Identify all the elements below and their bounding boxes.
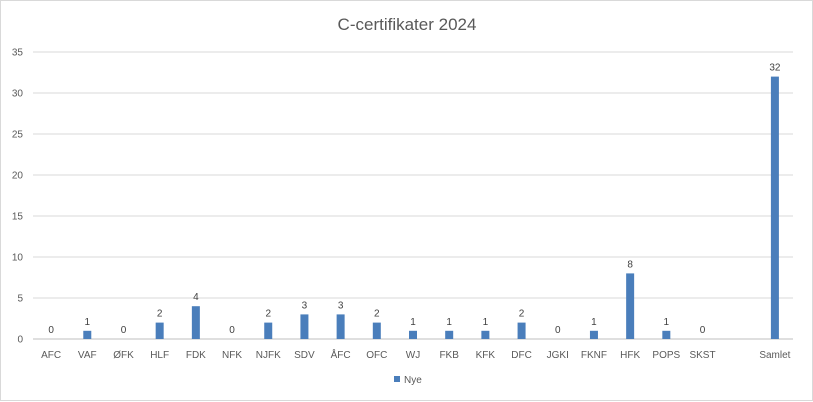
y-tick-label: 0	[17, 335, 23, 346]
bar	[300, 314, 309, 339]
bars	[83, 76, 779, 339]
gridlines	[33, 51, 793, 340]
bar	[517, 322, 526, 339]
data-label: 1	[664, 317, 670, 328]
bar	[481, 330, 490, 339]
data-label: 2	[157, 309, 163, 320]
data-label: 0	[555, 325, 561, 336]
bar	[662, 330, 671, 339]
y-tick-label: 10	[12, 253, 24, 264]
x-tick-label: WJ	[406, 350, 420, 361]
bar	[336, 314, 345, 339]
bar	[445, 330, 454, 339]
data-label: 1	[446, 317, 452, 328]
bar	[372, 322, 381, 339]
y-axis: 0 5 10 15 20 25 30 35	[12, 48, 24, 346]
bar	[264, 322, 273, 339]
legend: Nye	[394, 375, 422, 386]
data-label: 1	[85, 317, 91, 328]
y-tick-label: 25	[12, 130, 24, 141]
y-tick-label: 15	[12, 212, 24, 223]
data-label: 0	[121, 325, 127, 336]
data-label: 2	[519, 309, 525, 320]
data-label: 0	[48, 325, 54, 336]
data-label: 2	[374, 309, 380, 320]
bar	[83, 330, 92, 339]
x-tick-label: NJFK	[256, 350, 281, 361]
x-tick-label: ÅFC	[331, 348, 351, 361]
x-tick-label: POPS	[652, 350, 680, 361]
data-label: 1	[483, 317, 489, 328]
bar	[191, 306, 200, 339]
x-axis: AFC VAF ØFK HLF FDK NFK NJFK SDV ÅFC OFC WJ FKB KFK D…	[41, 348, 791, 361]
data-label: 3	[338, 300, 344, 311]
data-label: 0	[229, 325, 235, 336]
x-tick-label: OFC	[366, 350, 387, 361]
data-label: 1	[591, 317, 597, 328]
y-tick-label: 5	[17, 294, 23, 305]
x-tick-label: FDK	[186, 350, 206, 361]
x-tick-label: ØFK	[113, 350, 134, 361]
data-label: 32	[769, 63, 781, 74]
y-tick-label: 35	[12, 48, 24, 59]
bar	[770, 76, 779, 339]
y-tick-label: 30	[12, 89, 24, 100]
x-tick-label: AFC	[41, 350, 61, 361]
x-tick-label: NFK	[222, 350, 242, 361]
data-label: 0	[700, 325, 706, 336]
bar	[155, 322, 164, 339]
legend-swatch-nye	[394, 376, 400, 382]
x-tick-label: Samlet	[759, 350, 790, 361]
x-tick-label: FKB	[439, 350, 459, 361]
x-tick-label: HFK	[620, 350, 640, 361]
legend-label-nye: Nye	[404, 375, 422, 386]
data-label: 4	[193, 292, 199, 303]
x-tick-label: FKNF	[581, 350, 607, 361]
bar	[626, 273, 635, 339]
bar	[409, 330, 417, 339]
data-label: 2	[265, 309, 271, 320]
chart-title: C-certifikater 2024	[338, 15, 477, 34]
x-tick-label: HLF	[150, 350, 169, 361]
data-label: 8	[627, 259, 633, 270]
x-tick-label: KFK	[476, 350, 496, 361]
bar	[589, 330, 598, 339]
x-tick-label: DFC	[511, 350, 532, 361]
x-tick-label: SDV	[294, 350, 315, 361]
data-label: 1	[410, 317, 416, 328]
x-tick-label: VAF	[78, 350, 97, 361]
x-tick-label: SKST	[689, 350, 715, 361]
x-tick-label: JGKI	[547, 350, 569, 361]
data-label: 3	[302, 300, 308, 311]
y-tick-label: 20	[12, 171, 24, 182]
